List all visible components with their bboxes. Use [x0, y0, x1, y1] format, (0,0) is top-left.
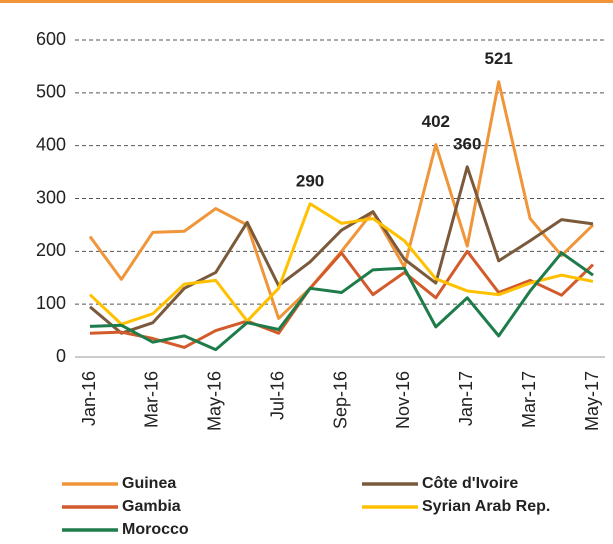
- legend-label: Guinea: [122, 475, 176, 492]
- x-tick-label: Nov-16: [393, 371, 413, 429]
- legend-label: Gambia: [122, 498, 181, 515]
- series-line: [88, 202, 594, 326]
- series-line: [88, 80, 595, 320]
- y-tick-label: 400: [36, 134, 66, 154]
- x-tick-label: Jul-16: [267, 371, 287, 420]
- y-tick-label: 600: [36, 29, 66, 49]
- series-line: [89, 251, 594, 352]
- y-tick-label: 500: [36, 82, 66, 102]
- y-tick-label: 200: [36, 240, 66, 260]
- y-tick-label: 0: [56, 346, 66, 366]
- x-tick-label: Mar-17: [519, 371, 539, 428]
- data-label: 360: [453, 134, 481, 153]
- legend-label: Syrian Arab Rep.: [422, 498, 550, 515]
- series-line: [89, 165, 594, 335]
- series-line: [89, 249, 595, 349]
- x-tick-label: Mar-16: [142, 371, 162, 428]
- legend-label: Côte d'Ivoire: [422, 475, 518, 492]
- data-label: 290: [296, 171, 324, 190]
- data-label: 402: [422, 112, 450, 131]
- legend-label: Morocco: [122, 521, 189, 538]
- x-tick-label: Sep-16: [330, 371, 350, 429]
- x-tick-label: May-16: [205, 371, 225, 431]
- y-tick-label: 100: [36, 293, 66, 313]
- header-rule: [0, 0, 613, 3]
- data-label: 521: [485, 49, 513, 68]
- x-tick-label: Jan-17: [456, 371, 476, 426]
- x-tick-label: Jan-16: [79, 371, 99, 426]
- y-tick-label: 300: [36, 187, 66, 207]
- x-tick-label: May-17: [582, 371, 602, 431]
